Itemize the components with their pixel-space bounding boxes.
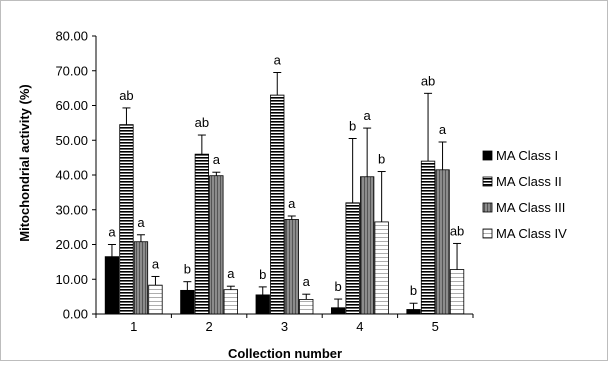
bar	[194, 153, 210, 315]
significance-letter: b	[335, 279, 342, 294]
legend-swatch	[482, 202, 493, 213]
y-tick-label: 20.00	[55, 237, 88, 252]
y-tick-label: 80.00	[55, 29, 88, 44]
y-tick-label: 0.00	[63, 307, 88, 322]
significance-letter: a	[439, 122, 447, 137]
significance-letter: b	[349, 119, 356, 134]
significance-letter: a	[213, 152, 221, 167]
significance-letter: b	[410, 283, 417, 298]
y-tick-label: 60.00	[55, 98, 88, 113]
significance-letter: a	[303, 274, 311, 289]
bar	[406, 309, 421, 315]
x-tick-label: 5	[432, 319, 439, 334]
bar	[374, 221, 389, 315]
legend-label: MA Class III	[496, 200, 565, 215]
y-axis-label: Mitochondrial activity (%)	[17, 84, 32, 241]
x-tick-label: 3	[281, 319, 288, 334]
legend-label: MA Class II	[496, 174, 562, 189]
significance-letter: b	[184, 262, 191, 277]
legend-swatch	[482, 150, 493, 161]
bar	[223, 289, 239, 315]
significance-letter: b	[378, 152, 385, 167]
bar	[359, 176, 375, 315]
bar	[119, 124, 134, 315]
y-tick-label: 50.00	[55, 133, 88, 148]
bar	[345, 202, 360, 315]
legend-label: MA Class I	[496, 148, 558, 163]
significance-letter: a	[274, 52, 282, 67]
bar	[284, 219, 299, 315]
significance-letter: a	[152, 256, 160, 271]
significance-letter: b	[259, 267, 266, 282]
bar	[270, 94, 285, 315]
bar	[148, 284, 163, 315]
y-tick-label: 40.00	[55, 168, 88, 183]
x-axis-label: Collection number	[228, 346, 342, 360]
bar	[104, 256, 120, 315]
x-tick-label: 4	[356, 319, 363, 334]
significance-letter: a	[288, 196, 296, 211]
y-tick-label: 70.00	[55, 63, 88, 78]
bar	[255, 294, 270, 315]
significance-letter: a	[108, 225, 116, 240]
significance-letter: ab	[195, 115, 209, 130]
bar	[180, 289, 195, 315]
significance-letter: a	[137, 215, 145, 230]
significance-letter: ab	[119, 88, 133, 103]
bar	[435, 169, 450, 315]
bar	[420, 160, 436, 315]
bar	[209, 175, 224, 315]
significance-letter: ab	[450, 223, 464, 238]
bar	[299, 299, 314, 315]
y-tick-label: 30.00	[55, 202, 88, 217]
bar	[133, 241, 149, 315]
x-tick-label: 2	[205, 319, 212, 334]
legend: MA Class I MA Class II MA Class III MA Clas…	[482, 148, 567, 241]
bar	[449, 269, 465, 315]
x-tick-label: 1	[130, 319, 137, 334]
significance-letter: a	[227, 266, 235, 281]
y-tick-label: 10.00	[55, 272, 88, 287]
legend-swatch	[482, 228, 493, 239]
legend-swatch	[482, 176, 493, 187]
legend-label: MA Class IV	[496, 226, 567, 241]
significance-letter: ab	[421, 73, 435, 88]
bar	[330, 307, 346, 315]
axes: 0.00 10.00 20.00 30.00 40.00 50.00 60.00 70.00 8…	[55, 29, 474, 334]
significance-letter: a	[364, 108, 372, 123]
